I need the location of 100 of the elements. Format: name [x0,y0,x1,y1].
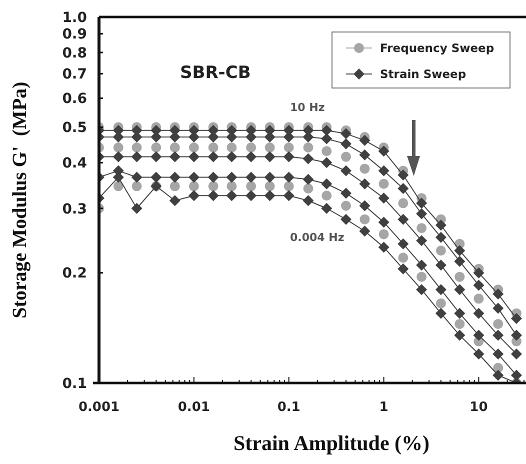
point [321,202,332,214]
point [398,170,409,181]
point [226,151,238,162]
point [435,232,446,243]
x-tick-label: 0.01 [178,400,210,415]
point [435,284,446,296]
point [208,172,219,183]
point [359,149,370,160]
point [283,190,294,202]
point [321,178,332,190]
point [246,151,257,162]
text: SBR-CB [180,63,251,83]
legend-label: Strain Sweep [380,67,466,82]
legend-label: Frequency Sweep [380,41,494,56]
point [473,348,484,360]
point [302,153,314,164]
point [188,151,200,162]
point [416,208,428,220]
point [359,226,370,237]
point [378,192,390,204]
point [208,151,219,162]
point [416,260,428,271]
point [435,220,446,231]
point [473,308,484,319]
point [416,235,428,246]
point [510,348,522,360]
point [359,200,370,212]
point [283,151,294,162]
point [340,188,352,199]
point [435,260,446,271]
point [454,245,466,256]
point [321,124,332,136]
point [359,178,370,190]
point [492,370,504,381]
point [131,202,142,214]
point [321,157,332,168]
point [473,267,484,278]
y-tick-label: 0.5 [62,120,87,136]
point [131,151,142,162]
point [398,263,409,274]
point [131,172,142,183]
y-tick-label: 1.0 [62,10,88,26]
y-tick-label: 0.9 [62,26,87,43]
y-tick-label: 0.1 [62,376,87,392]
point [378,242,390,253]
point [302,174,314,185]
point [473,330,484,341]
point [112,151,124,162]
point [510,313,522,324]
point [188,172,200,183]
point [398,182,409,194]
point [492,288,504,300]
y-axis-title: Storage Modulus G' (MPa) [9,82,31,318]
point [264,151,276,162]
point [188,190,200,202]
y-tick-label: 0.4 [62,156,88,172]
point [454,308,466,319]
point [264,172,276,183]
y-tick-label: 0.8 [62,45,87,62]
point [169,151,180,162]
point [226,190,238,202]
x-axis-title: Strain Amplitude (%) [233,431,430,455]
point [473,280,484,291]
x-tick-label: 0.1 [277,400,300,415]
point [226,172,238,183]
point [398,214,409,225]
y-tick-label: 0.6 [62,91,87,108]
y-tick-label: 0.7 [62,66,87,83]
x-tick-label: 1 [379,400,388,415]
point [378,165,390,176]
point [340,128,352,140]
point [264,190,276,202]
point [378,146,390,157]
x-tick-label: 0.001 [78,400,120,415]
point [435,308,446,319]
point [150,172,162,183]
point [454,330,466,341]
point [492,302,504,314]
point [169,172,180,183]
annotation: 0.004 Hz [290,230,344,244]
point [340,165,352,176]
point [492,330,504,341]
point [283,172,294,183]
y-tick-label: 0.2 [62,266,87,282]
point [208,190,219,202]
point [246,172,257,183]
point [150,151,162,162]
x-tick-label: 10 [470,400,488,415]
point [246,190,257,202]
point [398,238,409,250]
point [492,348,504,360]
point [340,214,352,225]
point [416,284,428,296]
point [454,256,466,267]
point [378,216,390,228]
point [416,198,428,209]
annotation: 10 Hz [290,100,325,114]
point [340,138,352,150]
point [359,134,370,146]
y-tick-label: 0.3 [62,201,87,218]
